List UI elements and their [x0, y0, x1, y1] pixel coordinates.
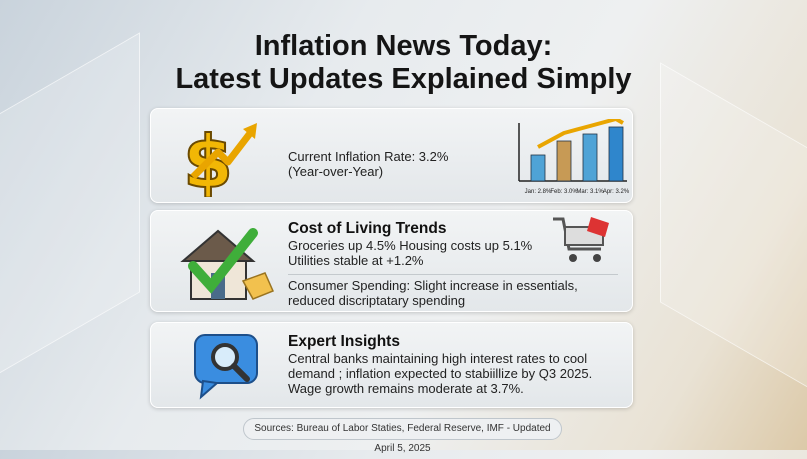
inflation-rate-card: $ Current Inflation Rate: 3.2% (Year-over… [150, 108, 633, 203]
section-heading: Expert Insights [288, 333, 400, 350]
bg-shape [660, 62, 807, 418]
expert-insights-card: Expert Insights Central banks maintainin… [150, 322, 633, 408]
inflation-period-text: (Year-over-Year) [288, 164, 384, 179]
tick-label: Jan: 2.8% [525, 189, 552, 195]
mini-bar-chart: Jan: 2.8%Feb: 3.0%Mar: 3.1% Apr: 3.2% [518, 119, 630, 195]
utilities-text: Utilities stable at +1.2% [288, 253, 424, 268]
insight-text-2: demand ; inflation expected to stabiilli… [288, 366, 593, 381]
inflation-rate-text: Current Inflation Rate: 3.2% [288, 149, 449, 164]
chart-bar [582, 133, 598, 182]
magnifier-chat-icon [194, 334, 258, 400]
section-heading: Cost of Living Trends [288, 220, 447, 237]
divider [288, 274, 618, 275]
sources-footer: Sources: Bureau of Labor Staties, Federa… [243, 418, 562, 454]
tick-label: Feb: 3.0% [550, 189, 578, 195]
chart-bar [608, 126, 624, 182]
consumer-spending-text: Consumer Spending: Slight increase in es… [288, 278, 578, 293]
tick-label: Mar: 3.1% [576, 189, 604, 195]
groceries-housing-text: Groceries up 4.5% Housing costs up 5.1% [288, 238, 533, 253]
chart-bar [530, 154, 546, 182]
dollar-arrow-icon: $ [182, 119, 257, 197]
house-check-icon [180, 228, 275, 300]
page-title: Inflation News Today: Latest Updates Expl… [175, 30, 632, 95]
insight-text-1: Central banks maintaining high interest … [288, 351, 588, 366]
trend-arrow [537, 119, 624, 149]
shopping-cart-icon [553, 217, 609, 262]
cost-of-living-card: Cost of Living Trends Groceries up 4.5% … [150, 210, 633, 312]
tick-label: Apr: 3.2% [603, 189, 630, 195]
consumer-spending-text-2: reduced discriptatary spending [288, 293, 466, 308]
chart-bar [556, 140, 572, 182]
insight-text-3: Wage growth remains moderate at 3.7%. [288, 381, 524, 396]
